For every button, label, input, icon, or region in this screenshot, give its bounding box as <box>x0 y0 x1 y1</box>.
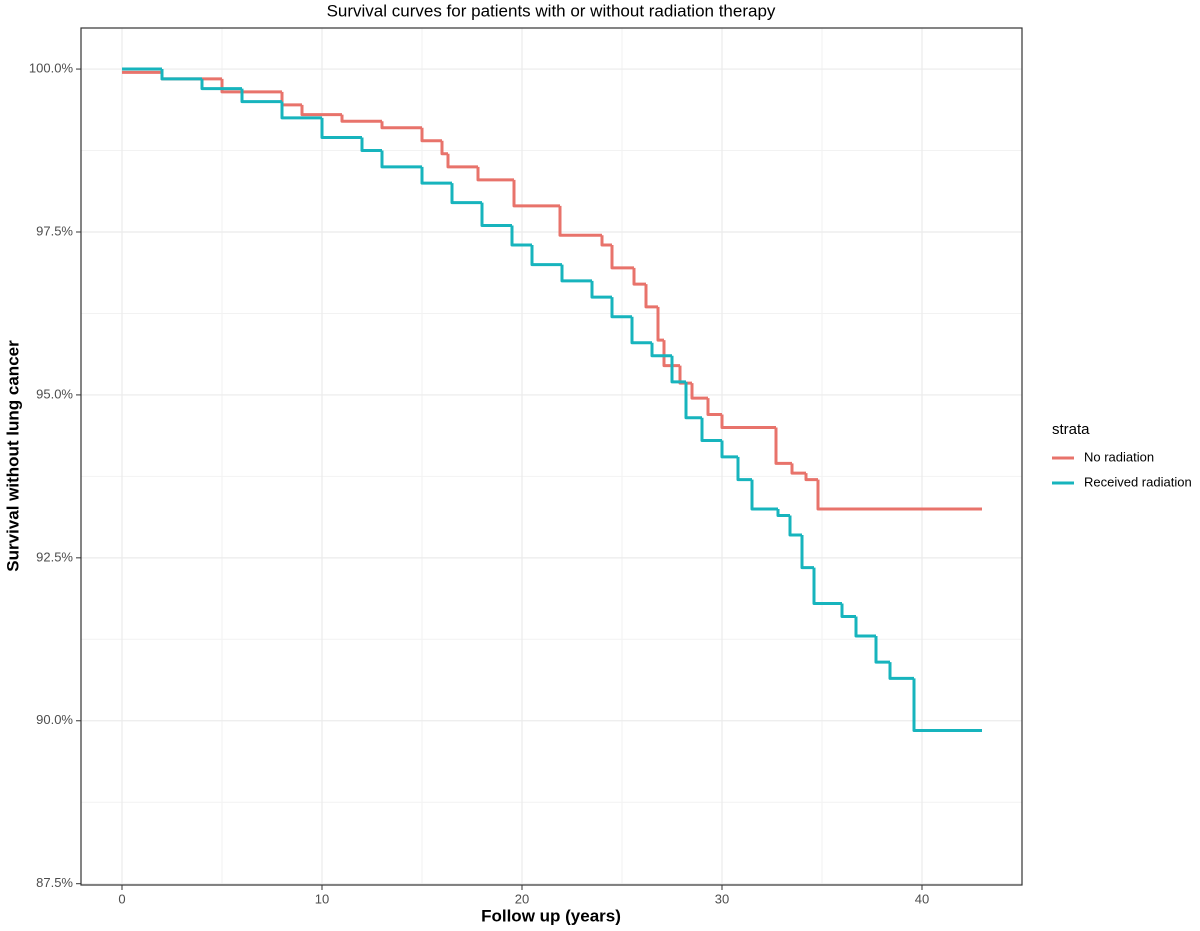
step-segment <box>450 183 482 205</box>
step-segment <box>656 306 664 342</box>
step-segment <box>558 205 602 237</box>
step-segment <box>750 479 778 511</box>
x-tick-label: 30 <box>715 891 729 906</box>
step-segment <box>736 456 752 482</box>
step-segment <box>650 342 672 358</box>
step-segment <box>644 284 658 309</box>
step-segment <box>446 153 478 169</box>
y-tick-label: 90.0% <box>36 712 73 727</box>
step-segment <box>854 616 876 638</box>
step-segment <box>160 69 202 81</box>
step-segment <box>476 166 514 182</box>
step-segment <box>816 479 982 511</box>
step-segment <box>600 235 612 247</box>
step-segment <box>662 340 680 368</box>
step-segment <box>804 473 818 482</box>
step-segment <box>632 267 646 286</box>
step-segment <box>300 104 342 117</box>
step-segment <box>200 78 242 91</box>
y-tick-label: 97.5% <box>36 223 73 238</box>
step-segment <box>684 381 702 420</box>
x-tick-label: 10 <box>315 891 329 906</box>
step-segment <box>440 140 448 156</box>
step-segment <box>280 91 302 107</box>
step-segment <box>510 225 532 247</box>
step-segment <box>800 535 814 570</box>
step-segment <box>888 662 914 680</box>
step-segment <box>420 127 442 143</box>
step-segment <box>512 179 560 208</box>
step-segment <box>774 427 792 465</box>
step-segment <box>790 463 806 475</box>
legend-label: Received radiation <box>1084 474 1192 489</box>
step-segment <box>690 383 708 400</box>
step-segment <box>480 202 512 227</box>
x-tick-label: 20 <box>515 891 529 906</box>
y-tick-label: 100.0% <box>29 60 74 75</box>
step-segment <box>610 297 632 319</box>
step-segment <box>420 166 452 185</box>
step-segment <box>380 150 422 169</box>
step-segment <box>874 636 890 664</box>
y-tick-label: 87.5% <box>36 875 73 890</box>
step-segment <box>360 137 382 153</box>
y-axis-title: Survival without lung cancer <box>3 340 22 572</box>
legend-title: strata <box>1052 421 1090 438</box>
legend-label: No radiation <box>1084 449 1154 464</box>
step-segment <box>560 264 592 283</box>
step-segment <box>670 355 686 384</box>
step-segment <box>320 117 362 139</box>
step-segment <box>530 245 562 267</box>
step-segment <box>706 398 722 416</box>
chart-title: Survival curves for patients with or wit… <box>327 1 776 20</box>
step-segment <box>610 245 634 270</box>
step-segment <box>280 101 322 120</box>
step-segment <box>840 603 856 618</box>
step-segment <box>812 567 842 605</box>
step-segment <box>220 78 282 94</box>
step-segment <box>720 440 738 459</box>
step-segment <box>788 515 802 537</box>
step-segment <box>590 280 612 299</box>
step-segment <box>340 114 382 123</box>
plot-border <box>80 27 1023 886</box>
step-segment <box>380 121 422 130</box>
y-tick-label: 95.0% <box>36 386 73 401</box>
step-segment <box>630 316 652 345</box>
step-segment <box>912 678 982 733</box>
x-axis-title: Follow up (years) <box>481 906 621 925</box>
legend: strata No radiation Received radiation <box>1052 421 1192 489</box>
step-segment <box>700 417 722 443</box>
x-tick-label: 0 <box>118 891 125 906</box>
step-segment <box>240 88 282 104</box>
x-tick-label: 40 <box>915 891 929 906</box>
step-segment <box>720 414 776 429</box>
step-segment <box>776 508 790 517</box>
y-tick-label: 92.5% <box>36 549 73 564</box>
